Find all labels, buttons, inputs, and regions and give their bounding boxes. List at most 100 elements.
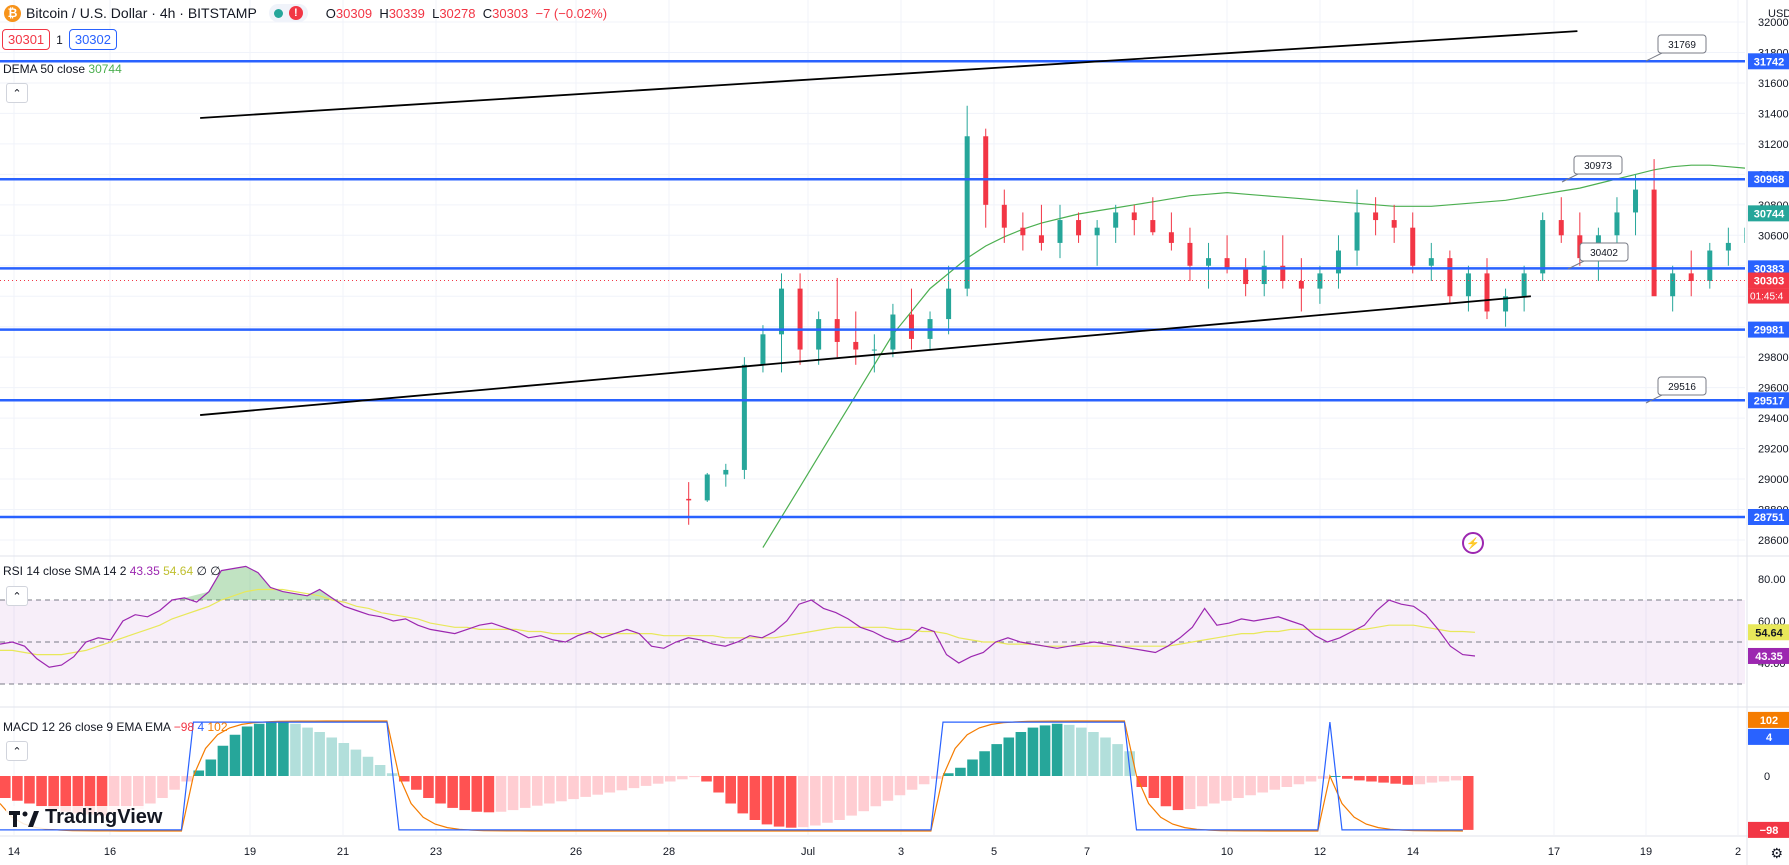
ohlc-high: 30339 [388,5,425,21]
callout-pointer [1567,260,1585,270]
macd-histogram-bar [362,756,374,776]
axis-price-tag-label: 28751 [1754,512,1785,524]
rsi-axis-tick-label: 80.00 [1758,574,1786,586]
macd-histogram-bar [471,776,483,812]
candle [1447,250,1453,304]
y-axis-tick-label: 29000 [1758,474,1789,486]
buy-button[interactable]: 30302 [68,29,117,50]
axis-price-tag-bg [1748,260,1789,277]
grid [0,0,1745,835]
macd-axis-tick-label: 0 [1764,771,1770,783]
macd-histogram-bar [120,776,132,812]
macd-histogram-bar [278,721,289,776]
candle-body [816,319,822,350]
candle [1206,242,1212,289]
flash-icon[interactable]: ⚡ [1462,532,1484,554]
candle [1465,265,1471,312]
rsi-value: 43.35 [129,564,160,578]
candle-body [1633,189,1639,213]
y-axis-tick-label: 29800 [1758,352,1789,364]
countdown-tag: 01:45:4 [1748,288,1789,304]
macd-histogram-bar [955,767,966,776]
axis-price-tag: 30303 [1748,272,1789,289]
candle-body [1428,258,1434,266]
callout-pointer [1645,394,1663,404]
tradingview-logo[interactable]: TradingView [6,806,166,829]
macd-histogram-bar [1076,727,1087,776]
macd-line-value: 4 [197,720,205,734]
main-pane [0,30,1745,548]
x-axis-tick-label: 7 [1084,846,1090,858]
axis-price-tag-bg [1748,272,1789,289]
macd-histogram-bar [447,776,458,808]
candle-body [1317,273,1323,289]
candle [1298,258,1304,312]
macd-histogram-bar [1015,732,1027,776]
candle-body [1484,273,1490,312]
macd-histogram-bar [979,751,990,776]
ohlc-low: 30278 [439,5,476,21]
candle [964,105,970,297]
macd-histogram-bar [677,776,688,780]
axis-price-tag: 28751 [1748,508,1789,525]
candle [1261,250,1267,297]
axis-price-tag-bg [1748,53,1789,70]
price-callout: 30402 [1567,242,1629,270]
collapse-legend-button[interactable]: ⌃ [6,83,28,103]
macd-histogram-bar [217,745,229,776]
dema-legend[interactable]: DEMA 50 close 30744 [3,62,122,76]
axis-price-tag: 30744 [1748,205,1789,222]
candle-body [1261,265,1267,285]
collapse-macd-button[interactable]: ⌃ [6,741,28,761]
macd-histogram-bar [822,776,833,823]
macd-histogram-bar [0,776,11,798]
macd-histogram-bar [1414,776,1426,785]
candle [1317,265,1323,304]
collapse-rsi-button[interactable]: ⌃ [6,586,28,606]
callout-box [1657,376,1707,396]
x-axis-tick-label: 10 [1221,846,1233,858]
macd-histogram-bar [1438,776,1450,782]
candle [1168,212,1174,251]
symbol-title[interactable]: Bitcoin / U.S. Dollar · 4h · BITSTAMP [26,5,257,21]
macd-histogram-bar [48,776,59,809]
macd-legend[interactable]: MACD 12 26 close 9 EMA EMA −98 4 102 [3,720,228,734]
y-axis-tick-label: 30600 [1758,230,1789,242]
macd-histogram-bar [628,776,640,789]
candle [1038,204,1044,251]
macd-histogram-bar [1366,776,1377,782]
macd-histogram-bar [604,776,616,793]
market-status[interactable]: ! [268,4,308,22]
candle [1744,227,1745,243]
axis-price-tag-label: 30303 [1754,276,1785,288]
axis-settings-icon[interactable]: ⚙ [1770,845,1783,861]
candle-body [1038,235,1044,243]
macd-histogram-bar [1051,723,1063,776]
y-axis-tick-label: 31600 [1758,78,1789,90]
axis-price-tag-bg [1748,171,1789,188]
bitcoin-icon: ₿ [4,4,21,22]
candle [1428,242,1434,281]
rsi-legend[interactable]: RSI 14 close SMA 14 2 43.35 54.64 ∅ ∅ [3,564,221,578]
candle [1688,250,1694,297]
macd-pane [0,720,1474,832]
macd-histogram-bar [870,776,882,807]
rsi-value-tag-bg [1748,624,1789,641]
x-axis-tick-label: 21 [337,846,349,858]
candle-body [1150,220,1156,233]
candle-body [797,288,803,350]
macd-value-tag-label: 4 [1766,732,1773,744]
macd-histogram-bar [507,776,519,811]
macd-histogram-bar [810,776,821,826]
axis-price-tag: 30968 [1748,171,1789,188]
sell-button[interactable]: 30301 [2,29,51,50]
candle-body [1298,281,1304,289]
macd-histogram-bar [1160,776,1172,807]
candle [834,277,840,358]
candle-body [1521,273,1527,297]
candle [908,288,914,350]
axis-price-tag-bg [1748,321,1789,338]
candle-body [1206,258,1212,266]
macd-histogram-bar [1063,724,1075,776]
